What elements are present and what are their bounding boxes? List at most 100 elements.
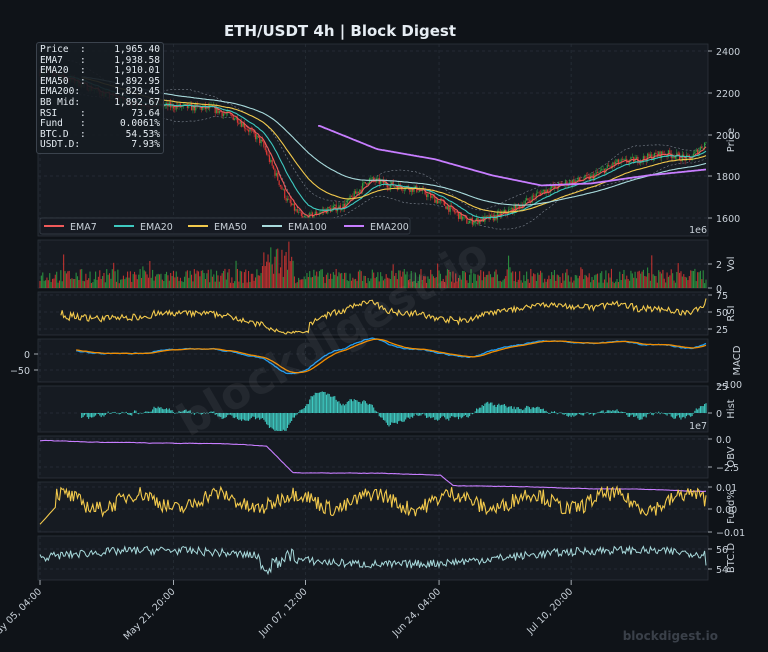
y-axis-label-macd: MACD	[732, 345, 743, 375]
volume-bar	[627, 279, 629, 288]
volume-bar	[68, 270, 70, 288]
volume-bar	[592, 279, 594, 288]
y-tick-label: 56	[716, 545, 728, 556]
hist-bar	[261, 413, 264, 419]
volume-bar	[444, 281, 446, 288]
info-value: 73.64	[131, 107, 160, 119]
candle-body	[355, 191, 357, 194]
candle-body	[224, 113, 226, 114]
volume-bar	[271, 264, 273, 288]
candle-body	[653, 152, 656, 158]
hist-bar	[114, 411, 116, 413]
hist-bar	[165, 408, 168, 413]
y-axis-label-vol: Vol	[726, 257, 737, 272]
hist-bar	[343, 405, 346, 413]
candle-body	[551, 185, 553, 189]
volume-bar	[100, 278, 102, 288]
volume-bar	[256, 269, 258, 288]
volume-bar	[402, 271, 404, 288]
hist-bar	[459, 413, 461, 417]
candle-body	[222, 113, 225, 117]
hist-bar	[545, 410, 547, 413]
candle-body	[427, 193, 429, 197]
hist-bar	[526, 405, 528, 413]
y-tick-label: 75	[716, 291, 728, 302]
volume-bar	[64, 271, 66, 288]
y-tick-label-right: −100	[716, 380, 742, 391]
volume-bar	[136, 279, 138, 288]
hist-bar	[359, 401, 361, 413]
candle-body	[615, 162, 617, 165]
candle-body	[232, 116, 234, 121]
candle-body	[289, 199, 291, 204]
candle-body	[553, 184, 556, 188]
volume-bar	[310, 277, 312, 288]
volume-bar	[534, 274, 536, 288]
hist-bar	[147, 411, 150, 413]
volume-bar	[56, 271, 58, 288]
hist-bar	[446, 413, 448, 419]
volume-bar	[227, 272, 229, 288]
hist-bar	[495, 406, 497, 413]
hist-bar	[387, 413, 389, 426]
volume-bar	[331, 278, 333, 288]
volume-bar	[142, 266, 144, 288]
hist-bar	[331, 396, 333, 413]
volume-bar	[324, 283, 326, 288]
hist-bar	[681, 413, 683, 418]
volume-bar	[509, 267, 511, 288]
candle-body	[438, 201, 440, 204]
hist-bar	[463, 413, 465, 416]
hist-bar	[389, 413, 391, 426]
hist-bar	[555, 412, 557, 414]
volume-bar	[239, 270, 241, 288]
hist-bar	[537, 406, 539, 413]
volume-bar	[323, 276, 325, 288]
candle-body	[293, 203, 296, 211]
hist-bar	[373, 407, 375, 413]
candle-body	[353, 191, 355, 199]
hist-bar	[104, 413, 106, 415]
volume-bar	[644, 276, 646, 288]
y-tick-label: −2.5	[716, 463, 739, 474]
hist-bar	[437, 413, 439, 421]
volume-bar	[309, 271, 311, 288]
candle-body	[460, 212, 462, 220]
candle-body	[202, 107, 204, 110]
legend-label: EMA50	[214, 222, 247, 233]
volume-bar	[688, 276, 690, 288]
hist-bar	[188, 410, 190, 413]
hist-bar	[617, 411, 619, 413]
candle-body	[200, 107, 202, 110]
volume-bar	[574, 274, 576, 288]
y-tick-label: 0.0	[716, 435, 731, 446]
hist-bar	[509, 406, 511, 413]
volume-bar	[679, 272, 681, 288]
candle-body	[171, 104, 173, 108]
candle-body	[610, 165, 613, 167]
hist-bar	[199, 413, 201, 414]
hist-bar	[660, 412, 663, 414]
hist-bar	[499, 405, 501, 413]
hist-bar	[207, 413, 209, 414]
candle-body	[624, 158, 626, 160]
volume-bar	[85, 273, 87, 288]
volume-bar	[147, 277, 150, 288]
hist-bar	[542, 408, 544, 413]
candle-body	[513, 205, 515, 214]
volume-bar	[569, 281, 571, 288]
hist-bar	[578, 413, 581, 415]
info-value: 7.93%	[131, 139, 160, 151]
volume-bar	[410, 270, 412, 288]
volume-bar	[90, 282, 92, 288]
info-label: EMA7 :	[40, 54, 86, 66]
info-label: Fund :	[40, 118, 86, 130]
volume-bar	[335, 268, 337, 288]
volume-bar	[279, 267, 282, 288]
volume-bar	[146, 274, 148, 288]
y-tick-label: 2400	[716, 47, 740, 58]
hist-bar	[481, 405, 483, 413]
candle-body	[214, 105, 216, 113]
hist-bar	[355, 399, 357, 413]
x-tick-label: Jun 24, 04:00	[390, 586, 443, 639]
